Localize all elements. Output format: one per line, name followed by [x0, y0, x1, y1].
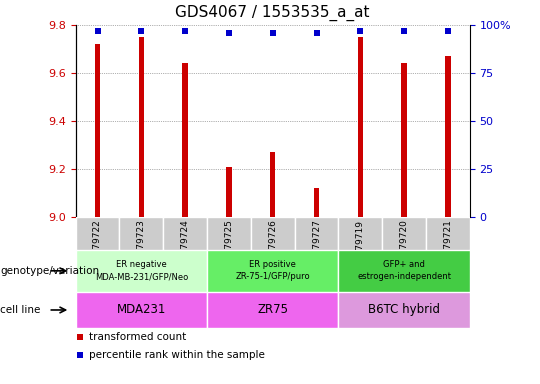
Bar	[401, 63, 407, 217]
Text: GSM679724: GSM679724	[180, 220, 190, 274]
Bar	[357, 37, 363, 217]
Bar	[76, 250, 207, 292]
Bar	[76, 217, 119, 250]
Text: GSM679722: GSM679722	[93, 220, 102, 274]
Bar	[339, 217, 382, 250]
Bar	[339, 292, 470, 328]
Text: genotype/variation: genotype/variation	[0, 266, 99, 276]
Bar	[183, 63, 188, 217]
Title: GDS4067 / 1553535_a_at: GDS4067 / 1553535_a_at	[176, 5, 370, 21]
Text: GSM679719: GSM679719	[356, 220, 365, 275]
Bar	[76, 292, 207, 328]
Text: GFP+ and
estrogen-independent: GFP+ and estrogen-independent	[357, 260, 451, 281]
Bar	[163, 217, 207, 250]
Bar	[295, 217, 339, 250]
Text: ER positive
ZR-75-1/GFP/puro: ER positive ZR-75-1/GFP/puro	[235, 260, 310, 281]
Text: MDA231: MDA231	[117, 303, 166, 316]
Text: percentile rank within the sample: percentile rank within the sample	[90, 350, 265, 360]
Text: GSM679720: GSM679720	[400, 220, 409, 275]
Bar	[446, 56, 450, 217]
Bar	[119, 217, 163, 250]
Bar	[207, 292, 339, 328]
Text: cell line: cell line	[0, 305, 40, 315]
Text: ZR75: ZR75	[257, 303, 288, 316]
Text: GSM679723: GSM679723	[137, 220, 146, 275]
Bar	[139, 37, 144, 217]
Text: GSM679726: GSM679726	[268, 220, 277, 275]
Bar	[95, 44, 100, 217]
Text: B6TC hybrid: B6TC hybrid	[368, 303, 440, 316]
Text: GSM679725: GSM679725	[225, 220, 233, 275]
Bar	[226, 167, 232, 217]
Bar	[426, 217, 470, 250]
Bar	[314, 188, 319, 217]
Bar	[270, 152, 275, 217]
Text: GSM679727: GSM679727	[312, 220, 321, 275]
Bar	[251, 217, 295, 250]
Bar	[382, 217, 426, 250]
Text: transformed count: transformed count	[90, 332, 187, 342]
Text: GSM679721: GSM679721	[443, 220, 453, 275]
Text: ER negative
MDA-MB-231/GFP/Neo: ER negative MDA-MB-231/GFP/Neo	[94, 260, 188, 281]
Bar	[207, 217, 251, 250]
Bar	[339, 250, 470, 292]
Bar	[207, 250, 339, 292]
